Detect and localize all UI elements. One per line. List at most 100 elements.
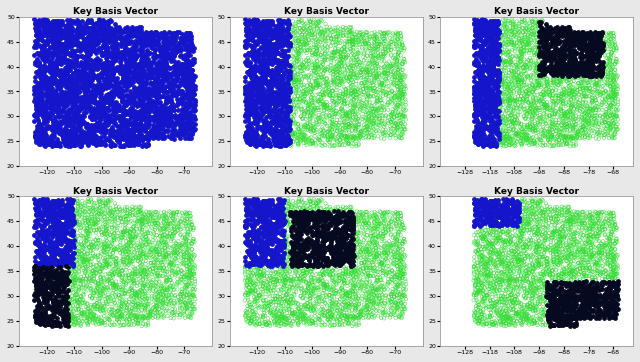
- Point: [154, 225, 164, 231]
- Point: [345, 294, 355, 299]
- Point: [119, 49, 129, 55]
- Point: [92, 91, 102, 97]
- Point: [138, 221, 148, 227]
- Point: [524, 218, 534, 223]
- Point: [559, 113, 570, 119]
- Point: [519, 198, 529, 203]
- Point: [322, 44, 332, 50]
- Point: [72, 248, 82, 254]
- Point: [344, 218, 355, 224]
- Point: [294, 56, 304, 62]
- Point: [585, 226, 595, 232]
- Point: [148, 83, 158, 89]
- Point: [82, 46, 92, 52]
- Point: [487, 217, 497, 223]
- Point: [150, 256, 160, 261]
- Point: [517, 25, 527, 31]
- Point: [181, 304, 191, 310]
- Point: [538, 37, 548, 43]
- Point: [268, 222, 278, 227]
- Point: [113, 269, 123, 274]
- Point: [68, 244, 79, 249]
- Point: [278, 229, 289, 235]
- Point: [68, 34, 78, 40]
- Point: [171, 90, 181, 96]
- Point: [515, 254, 525, 260]
- Point: [125, 231, 136, 236]
- Point: [535, 313, 545, 319]
- Point: [477, 288, 488, 294]
- Point: [606, 103, 616, 109]
- Point: [474, 102, 484, 108]
- Point: [292, 257, 303, 263]
- Point: [175, 99, 185, 105]
- Point: [534, 262, 544, 268]
- Point: [473, 109, 483, 115]
- Point: [339, 28, 349, 33]
- Point: [79, 218, 90, 223]
- Point: [325, 137, 335, 143]
- Point: [288, 311, 298, 316]
- Point: [572, 96, 582, 102]
- Point: [277, 270, 287, 276]
- Point: [99, 248, 109, 253]
- Point: [255, 274, 266, 280]
- Point: [124, 247, 134, 252]
- Point: [58, 214, 68, 220]
- Point: [573, 105, 584, 110]
- Point: [286, 321, 296, 327]
- Point: [34, 62, 44, 67]
- Point: [45, 113, 55, 119]
- Point: [56, 241, 67, 247]
- Point: [518, 244, 528, 250]
- Point: [552, 230, 563, 236]
- Point: [505, 126, 515, 132]
- Point: [158, 273, 168, 279]
- Point: [313, 285, 323, 290]
- Point: [275, 79, 285, 85]
- Point: [543, 317, 553, 323]
- Point: [591, 120, 601, 126]
- Point: [471, 56, 481, 62]
- Point: [532, 272, 543, 277]
- Point: [277, 114, 287, 119]
- Point: [181, 285, 191, 291]
- Point: [66, 314, 76, 320]
- Point: [46, 78, 56, 84]
- Point: [577, 291, 588, 297]
- Point: [326, 235, 337, 240]
- Point: [71, 87, 81, 92]
- Point: [186, 273, 196, 279]
- Point: [476, 132, 486, 138]
- Point: [60, 32, 70, 38]
- Point: [484, 53, 495, 59]
- Point: [500, 25, 511, 31]
- Point: [143, 315, 153, 321]
- Point: [360, 307, 371, 312]
- Point: [308, 44, 319, 50]
- Point: [541, 218, 551, 223]
- Point: [596, 30, 607, 35]
- Point: [598, 310, 608, 316]
- Point: [335, 254, 345, 260]
- Point: [176, 219, 186, 224]
- Point: [534, 249, 544, 255]
- Point: [524, 109, 534, 115]
- Point: [550, 262, 560, 268]
- Point: [112, 225, 122, 231]
- Point: [294, 29, 305, 35]
- Point: [51, 259, 61, 265]
- Point: [125, 240, 135, 246]
- Point: [395, 253, 405, 259]
- Point: [379, 136, 389, 142]
- Point: [57, 222, 67, 227]
- Point: [471, 123, 481, 129]
- Point: [604, 129, 614, 134]
- Point: [283, 273, 293, 279]
- Point: [31, 310, 41, 316]
- Point: [287, 232, 297, 238]
- Point: [49, 70, 59, 76]
- Point: [317, 143, 327, 148]
- Point: [571, 316, 581, 322]
- Point: [564, 252, 575, 258]
